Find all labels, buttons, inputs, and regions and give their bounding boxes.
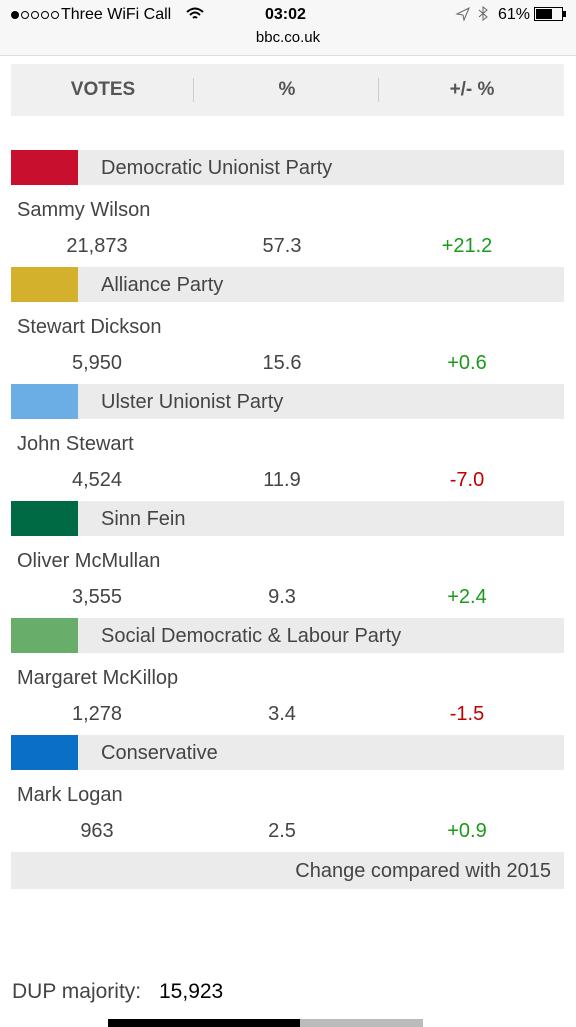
note-box bbox=[11, 852, 564, 889]
party-band bbox=[11, 150, 564, 185]
cell-change: +2.4 bbox=[447, 586, 487, 608]
column-header: +/- % bbox=[449, 79, 495, 100]
party-band bbox=[11, 384, 564, 419]
cell-percent: 9.3 bbox=[268, 586, 296, 608]
cell-change: -1.5 bbox=[449, 703, 485, 725]
header-row bbox=[11, 64, 564, 116]
battery-icon bbox=[534, 7, 566, 21]
candidate-name: Mark Logan bbox=[17, 784, 123, 806]
note: Change compared with 2015 bbox=[295, 860, 551, 882]
candidate-name: Sammy Wilson bbox=[17, 199, 151, 221]
party-band bbox=[11, 267, 564, 302]
cell-percent: 2.5 bbox=[268, 820, 296, 842]
party-name: Ulster Unionist Party bbox=[101, 391, 284, 413]
cell-percent: 57.3 bbox=[262, 235, 302, 257]
party-swatch bbox=[11, 735, 78, 770]
cell-percent: 11.9 bbox=[263, 469, 301, 491]
cell-change: +0.9 bbox=[447, 820, 487, 842]
party-name: Conservative bbox=[101, 742, 218, 764]
cell-votes: 963 bbox=[80, 820, 114, 842]
cell-votes: 3,555 bbox=[71, 586, 123, 608]
party-name: Democratic Unionist Party bbox=[101, 157, 333, 179]
cell-change: +21.2 bbox=[441, 235, 493, 257]
party-band bbox=[11, 501, 564, 536]
party-name: Social Democratic & Labour Party bbox=[101, 625, 402, 647]
battery-text: 61% bbox=[498, 6, 531, 23]
party-swatch bbox=[11, 501, 78, 536]
carrier: Three WiFi Call bbox=[61, 6, 172, 23]
cell-percent: 3.4 bbox=[268, 703, 296, 725]
cell-percent: 15.6 bbox=[262, 352, 302, 374]
column-header: % bbox=[278, 79, 296, 100]
candidate-name: John Stewart bbox=[17, 433, 134, 455]
party-swatch bbox=[11, 618, 78, 653]
candidate-name: Margaret McKillop bbox=[17, 667, 179, 689]
party-swatch bbox=[11, 150, 78, 185]
location-bluetooth-icons bbox=[455, 6, 488, 22]
party-name: Sinn Fein bbox=[101, 508, 186, 530]
party-band bbox=[11, 618, 564, 653]
cell-votes: 5,950 bbox=[71, 352, 123, 374]
clock: 03:02 bbox=[265, 6, 306, 23]
divider bbox=[378, 78, 379, 102]
wifi-icon bbox=[186, 7, 204, 19]
party-name: Alliance Party bbox=[101, 274, 224, 296]
column-header: VOTES bbox=[70, 79, 136, 100]
signal-icon bbox=[11, 11, 59, 19]
turnout-bar bbox=[108, 1019, 423, 1027]
cell-votes: 21,873 bbox=[66, 235, 128, 257]
divider bbox=[193, 78, 194, 102]
party-swatch bbox=[11, 384, 78, 419]
majority-label: DUP majority: bbox=[12, 980, 142, 1003]
candidate-name: Oliver McMullan bbox=[17, 550, 161, 572]
candidate-name: Stewart Dickson bbox=[17, 316, 162, 338]
status-bar: Three WiFi Call 03:02 bbc.co.uk 61% bbox=[0, 0, 576, 56]
cell-votes: 1,278 bbox=[71, 703, 123, 725]
cell-votes: 4,524 bbox=[71, 469, 123, 491]
party-band bbox=[11, 735, 564, 770]
majority-value: 15,923 bbox=[159, 980, 224, 1003]
url: bbc.co.uk bbox=[255, 29, 321, 46]
cell-change: -7.0 bbox=[449, 469, 485, 491]
party-swatch bbox=[11, 267, 78, 302]
cell-change: +0.6 bbox=[447, 352, 487, 374]
